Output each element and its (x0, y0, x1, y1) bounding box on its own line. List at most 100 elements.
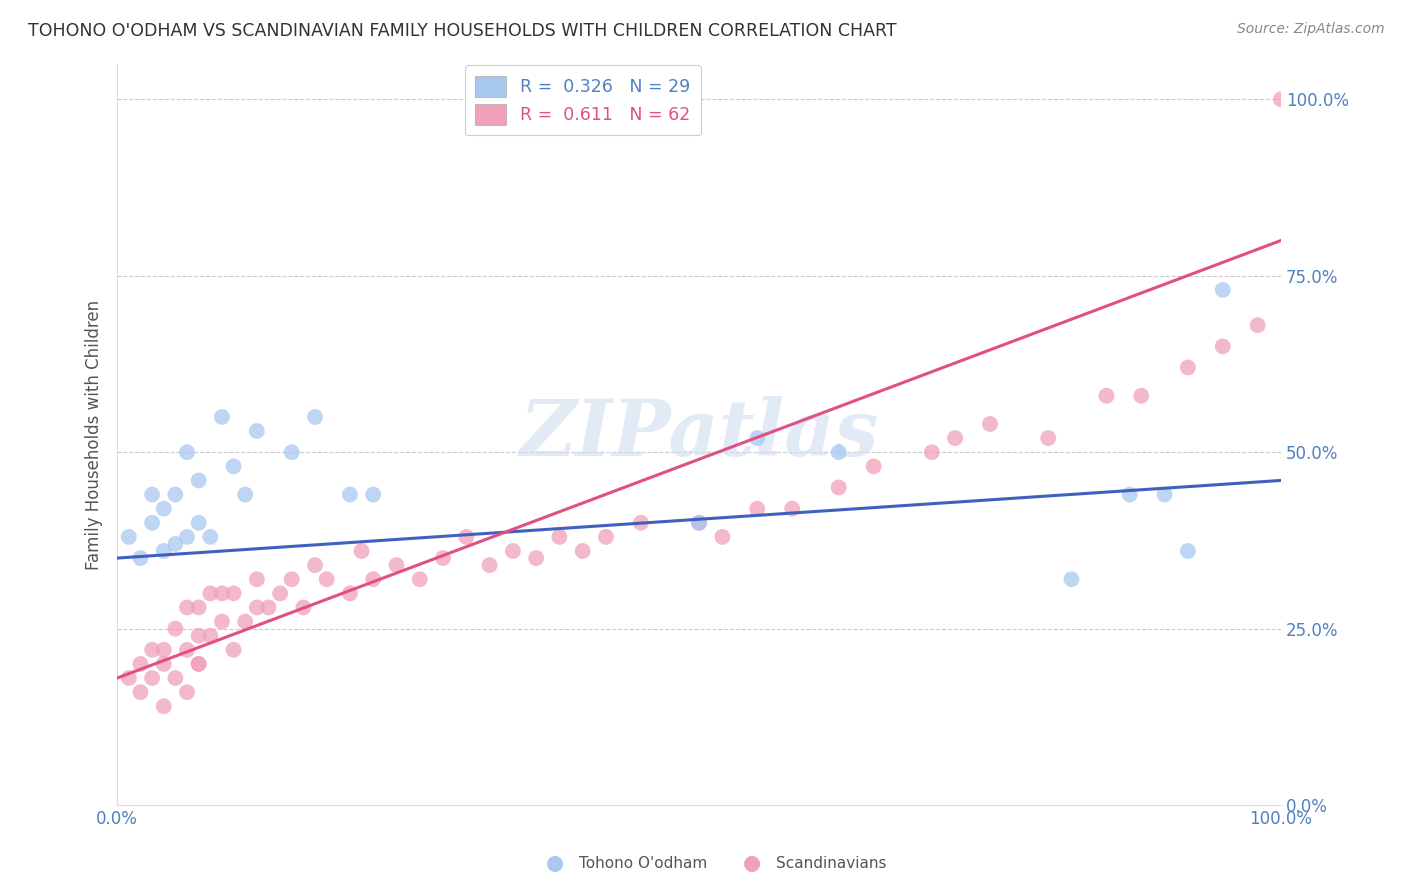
Point (339, 487, 361, 501)
Point (304, 558, 326, 573)
Point (165, 537, 187, 551)
Point (152, 642, 174, 657)
Point (361, 572, 384, 586)
Text: ●: ● (547, 854, 564, 873)
Point (233, 615, 256, 629)
Point (1212, 339, 1234, 353)
Point (187, 474, 209, 488)
Point (118, 530, 141, 544)
Point (292, 600, 315, 615)
Point (828, 445, 851, 459)
Point (1212, 283, 1234, 297)
Point (1038, 431, 1060, 445)
Point (152, 657, 174, 671)
Point (524, 551, 547, 566)
Point (548, 530, 571, 544)
Point (281, 445, 304, 459)
Point (385, 558, 408, 573)
Point (269, 586, 291, 600)
Point (176, 685, 198, 699)
Point (1095, 389, 1118, 403)
Point (1130, 389, 1153, 403)
Point (456, 530, 478, 544)
Point (176, 530, 198, 544)
Point (711, 530, 734, 544)
Point (222, 642, 245, 657)
Point (747, 431, 769, 445)
Point (571, 544, 593, 558)
Point (176, 642, 198, 657)
Point (152, 501, 174, 516)
Point (281, 572, 304, 586)
Point (165, 671, 187, 685)
Point (222, 586, 245, 600)
Point (1177, 544, 1199, 558)
Point (129, 685, 152, 699)
Point (409, 572, 432, 586)
Text: ●: ● (744, 854, 761, 873)
Legend: R =  0.326   N = 29, R =  0.611   N = 62: R = 0.326 N = 29, R = 0.611 N = 62 (464, 65, 700, 136)
Point (165, 487, 187, 501)
Point (361, 487, 384, 501)
Text: TOHONO O'ODHAM VS SCANDINAVIAN FAMILY HOUSEHOLDS WITH CHILDREN CORRELATION CHART: TOHONO O'ODHAM VS SCANDINAVIAN FAMILY HO… (28, 22, 897, 40)
Point (187, 657, 209, 671)
Point (688, 516, 710, 530)
Point (141, 671, 163, 685)
Point (152, 544, 174, 558)
Y-axis label: Family Households with Children: Family Households with Children (86, 300, 103, 570)
Point (129, 551, 152, 566)
Point (979, 417, 1001, 431)
Point (747, 501, 769, 516)
Point (1270, 92, 1292, 106)
Point (246, 600, 269, 615)
Point (211, 615, 233, 629)
Point (165, 622, 187, 636)
Point (780, 501, 803, 516)
Point (246, 424, 269, 438)
Point (1177, 360, 1199, 375)
Point (152, 699, 174, 714)
Point (176, 445, 198, 459)
Text: Source: ZipAtlas.com: Source: ZipAtlas.com (1237, 22, 1385, 37)
Point (432, 551, 454, 566)
Point (129, 657, 152, 671)
Point (257, 600, 280, 615)
Point (187, 657, 209, 671)
Point (828, 481, 851, 495)
Point (304, 409, 326, 424)
Point (478, 558, 501, 573)
Point (211, 586, 233, 600)
Point (921, 445, 943, 459)
Point (1060, 572, 1083, 586)
Point (595, 530, 617, 544)
Point (187, 629, 209, 643)
Point (339, 586, 361, 600)
Point (200, 586, 222, 600)
Point (315, 572, 337, 586)
Point (862, 459, 884, 474)
Point (1118, 487, 1140, 501)
Point (211, 409, 233, 424)
Point (630, 516, 652, 530)
Point (176, 600, 198, 615)
Point (200, 530, 222, 544)
Point (502, 544, 524, 558)
Point (141, 487, 163, 501)
Point (943, 431, 966, 445)
Point (1153, 487, 1175, 501)
Text: Tohono O'odham: Tohono O'odham (579, 856, 707, 871)
Point (118, 671, 141, 685)
Point (222, 459, 245, 474)
Point (233, 487, 256, 501)
Text: ZIPatlas: ZIPatlas (519, 396, 879, 473)
Point (200, 629, 222, 643)
Point (187, 516, 209, 530)
Point (187, 600, 209, 615)
Point (350, 544, 373, 558)
Point (1247, 318, 1270, 333)
Text: Scandinavians: Scandinavians (776, 856, 887, 871)
Point (246, 572, 269, 586)
Point (688, 516, 710, 530)
Point (141, 642, 163, 657)
Point (141, 516, 163, 530)
